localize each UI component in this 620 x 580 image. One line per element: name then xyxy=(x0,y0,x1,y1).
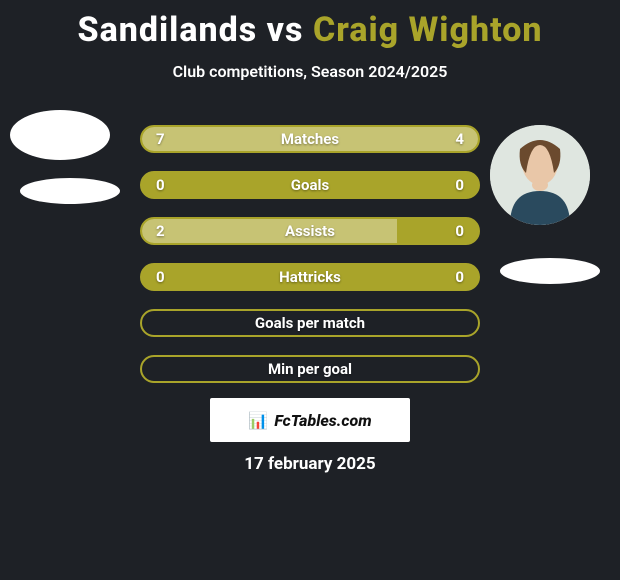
stat-label: Goals xyxy=(142,176,478,194)
player1-avatar xyxy=(10,110,110,160)
stat-label: Min per goal xyxy=(142,360,478,378)
stat-bar: 74Matches xyxy=(140,125,480,153)
stats-bars: 74Matches 00Goals 20Assists 00Hattricks Goal… xyxy=(140,125,480,401)
stat-label: Assists xyxy=(142,222,478,240)
player1-team-badge xyxy=(20,178,120,204)
stat-bar: 00Goals xyxy=(140,171,480,199)
chart-icon: 📊 xyxy=(248,411,268,430)
stat-label: Hattricks xyxy=(142,268,478,286)
player2-avatar xyxy=(490,125,590,225)
player2-team-badge xyxy=(500,258,600,284)
logo-text: FcTables.com xyxy=(274,411,371,430)
snapshot-date: 17 february 2025 xyxy=(0,454,620,474)
stat-bar: 00Hattricks xyxy=(140,263,480,291)
subtitle: Club competitions, Season 2024/2025 xyxy=(0,62,620,81)
title-player1: Sandilands xyxy=(78,10,258,50)
stat-bar: 20Assists xyxy=(140,217,480,245)
site-logo: 📊 FcTables.com xyxy=(210,398,410,442)
stat-label: Matches xyxy=(142,130,478,148)
title-player2: Craig Wighton xyxy=(313,10,543,50)
title-vs: vs xyxy=(267,10,304,50)
stat-bar: Goals per match xyxy=(140,309,480,337)
stat-label: Goals per match xyxy=(142,314,478,332)
page-title: Sandilands vs Craig Wighton xyxy=(0,0,620,50)
stat-bar: Min per goal xyxy=(140,355,480,383)
